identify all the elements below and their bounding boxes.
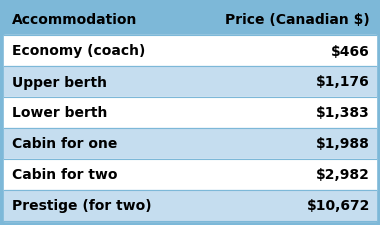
Bar — [4, 128, 376, 159]
Text: $10,672: $10,672 — [307, 199, 370, 213]
Text: $1,383: $1,383 — [316, 106, 370, 120]
Text: $1,988: $1,988 — [316, 137, 370, 151]
Text: Price (Canadian $): Price (Canadian $) — [225, 13, 370, 27]
Text: $2,982: $2,982 — [316, 168, 370, 182]
Bar — [4, 159, 376, 190]
Bar — [4, 4, 376, 36]
Bar — [4, 190, 376, 221]
Text: Accommodation: Accommodation — [12, 13, 138, 27]
Text: Lower berth: Lower berth — [12, 106, 108, 120]
Bar — [4, 98, 376, 128]
Text: Prestige (for two): Prestige (for two) — [12, 199, 152, 213]
Text: Cabin for two: Cabin for two — [12, 168, 117, 182]
Text: $1,176: $1,176 — [316, 75, 370, 89]
Bar — [4, 67, 376, 98]
Text: Upper berth: Upper berth — [12, 75, 107, 89]
Text: Economy (coach): Economy (coach) — [12, 44, 146, 58]
Bar — [4, 36, 376, 67]
Text: $466: $466 — [331, 44, 370, 58]
Text: Cabin for one: Cabin for one — [12, 137, 117, 151]
